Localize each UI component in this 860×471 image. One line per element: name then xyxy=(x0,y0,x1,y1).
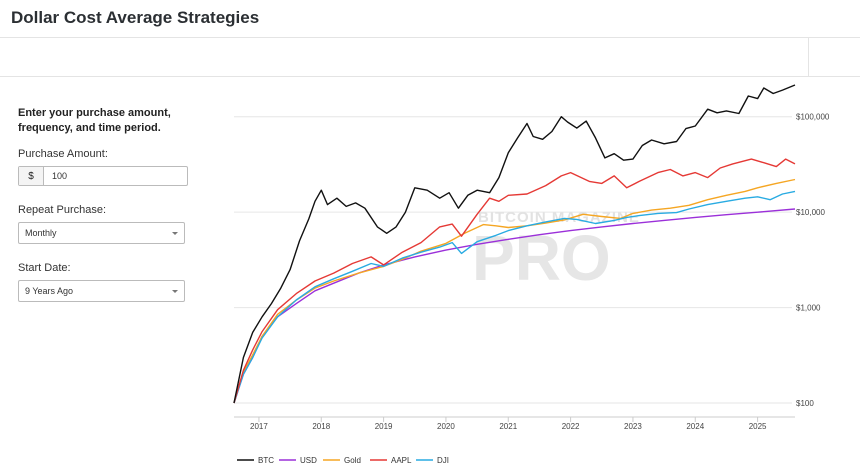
start-date-label: Start Date: xyxy=(18,262,71,274)
purchase-amount-label: Purchase Amount: xyxy=(18,148,108,160)
x-tick-label: 2025 xyxy=(749,422,767,431)
x-tick-label: 2018 xyxy=(312,422,330,431)
start-date-value: 9 Years Ago xyxy=(25,286,74,296)
legend-item-gold[interactable]: Gold xyxy=(323,456,361,465)
series-line-aapl xyxy=(233,158,796,404)
x-tick-label: 2023 xyxy=(624,422,642,431)
repeat-purchase-select[interactable]: Monthly xyxy=(18,222,185,244)
x-tick-label: 2022 xyxy=(562,422,580,431)
series-line-dji xyxy=(233,190,796,404)
page-title: Dollar Cost Average Strategies xyxy=(11,8,260,27)
watermark-subtitle: BITCOIN MAGAZINE xyxy=(478,209,640,226)
legend-item-aapl[interactable]: AAPL xyxy=(370,456,412,465)
legend-label: AAPL xyxy=(391,456,412,465)
chevron-down-icon xyxy=(172,232,178,235)
legend-item-btc[interactable]: BTC xyxy=(237,456,274,465)
legend-label: USD xyxy=(300,456,317,465)
watermark-title: PRO xyxy=(472,222,611,294)
x-tick-label: 2020 xyxy=(437,422,455,431)
repeat-purchase-label: Repeat Purchase: xyxy=(18,204,107,216)
dca-form: Enter your purchase amount, frequency, a… xyxy=(18,106,193,320)
y-tick-label: $100,000 xyxy=(796,113,830,122)
y-tick-label: $100 xyxy=(796,399,814,408)
header-divider xyxy=(0,37,860,38)
series-lines xyxy=(233,84,796,404)
legend-label: DJI xyxy=(437,456,449,465)
currency-prefix: $ xyxy=(19,167,44,185)
legend-label: Gold xyxy=(344,456,361,465)
purchase-amount-group: $ xyxy=(18,166,188,186)
legend-item-dji[interactable]: DJI xyxy=(416,456,449,465)
start-date-select[interactable]: 9 Years Ago xyxy=(18,280,185,302)
y-axis: $100 $1,000 $10,000 $100,000 xyxy=(796,113,830,408)
x-tick-label: 2021 xyxy=(499,422,517,431)
x-tick-label: 2017 xyxy=(250,422,268,431)
x-tick-label: 2019 xyxy=(375,422,393,431)
form-intro: Enter your purchase amount, frequency, a… xyxy=(18,107,171,134)
x-axis: 2017 2018 2019 2020 2021 2022 2023 2024 2025 xyxy=(234,416,795,431)
y-tick-label: $10,000 xyxy=(796,208,825,217)
chevron-down-icon xyxy=(172,290,178,293)
x-tick-label: 2024 xyxy=(686,422,704,431)
repeat-purchase-value: Monthly xyxy=(25,228,57,238)
legend: BTC USD Gold AAPL DJI xyxy=(237,456,449,465)
gridlines xyxy=(234,116,792,404)
toolbar-separator xyxy=(808,38,809,76)
series-line-usd xyxy=(233,208,796,404)
series-line-btc xyxy=(233,84,796,404)
y-tick-label: $1,000 xyxy=(796,304,821,313)
legend-label: BTC xyxy=(258,456,274,465)
toolbar-divider xyxy=(0,76,860,77)
purchase-amount-input[interactable] xyxy=(44,167,172,185)
legend-item-usd[interactable]: USD xyxy=(279,456,317,465)
